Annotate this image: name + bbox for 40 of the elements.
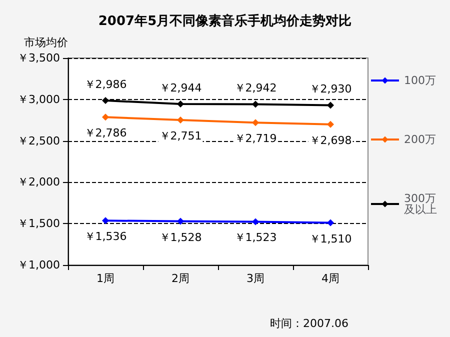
text: 时间：2007.06	[270, 317, 348, 330]
x-tick-label: 2周	[172, 272, 190, 285]
data-label: ￥2,698	[309, 134, 352, 147]
data-label: ￥2,942	[234, 82, 277, 95]
y-tick-label: ￥3,500	[18, 52, 60, 64]
data-label: ￥2,751	[159, 130, 202, 143]
y-tick-label: ￥2,000	[18, 176, 60, 189]
point	[327, 102, 334, 109]
x-tick-label: 4周	[322, 272, 340, 285]
y-tick-label: ￥1,500	[18, 217, 60, 230]
point	[327, 219, 334, 226]
point	[327, 120, 334, 128]
point	[177, 218, 184, 225]
point	[177, 100, 184, 108]
y-tick-label: ￥1,000	[18, 258, 60, 272]
x-tick-label: 3周	[246, 272, 264, 285]
point	[102, 217, 109, 224]
data-label: ￥2,986	[84, 78, 127, 92]
point	[102, 114, 109, 121]
data-label: ￥1,510	[309, 232, 352, 246]
y-tick-label: ￥3,000	[18, 92, 60, 106]
legend-label: 100万	[404, 74, 436, 87]
data-label: ￥2,944	[159, 82, 202, 95]
point	[252, 218, 259, 226]
point	[177, 116, 184, 124]
chart-title: 2007年5月不同像素音乐手机均价走势对比	[98, 13, 352, 29]
data-label: ￥1,536	[84, 230, 127, 244]
data-label: ￥1,523	[234, 231, 277, 244]
y-tick-label: ￥2,500	[18, 134, 60, 148]
data-label: ￥2,786	[84, 126, 127, 140]
x-tick-label: 1周	[96, 272, 114, 285]
y-axis-title: 市场均价	[24, 36, 68, 49]
data-label: ￥1,528	[159, 230, 202, 244]
legend-label: 300万及以上	[404, 192, 437, 216]
data-label: ￥2,719	[234, 132, 277, 146]
legend-label: 200万	[404, 133, 436, 146]
data-label: ￥2,930	[309, 82, 352, 96]
point	[252, 100, 259, 108]
point	[102, 97, 109, 104]
point	[252, 119, 259, 126]
